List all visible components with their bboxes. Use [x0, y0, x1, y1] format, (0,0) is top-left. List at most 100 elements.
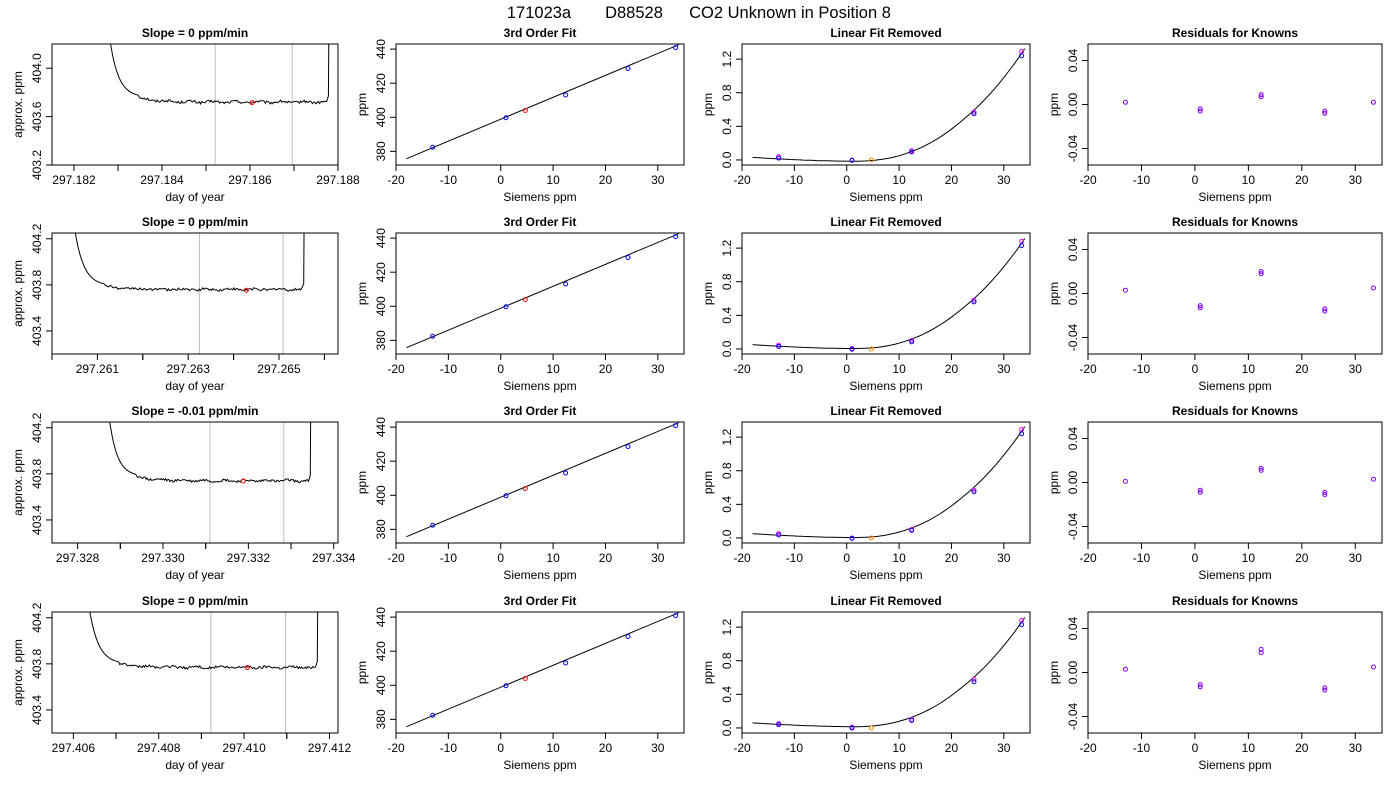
residual-point: [1322, 492, 1328, 498]
plot-frame: [51, 43, 339, 166]
x-tick-label: 0: [1192, 741, 1199, 755]
x-tick-label: 20: [1295, 551, 1309, 565]
x-tick-label: 20: [1295, 741, 1309, 755]
x-tick-label: 297.334: [312, 551, 356, 565]
x-axis-label: Siemens ppm: [849, 758, 922, 772]
known-standard-point: [776, 155, 782, 161]
residual-point: [1258, 269, 1264, 274]
y-tick-label: 420: [374, 73, 388, 93]
y-tick-label: 0.04: [1066, 616, 1080, 640]
x-tick-label: 297.406: [52, 741, 96, 755]
panel-title: 3rd Order Fit: [504, 215, 577, 229]
panel-title: Slope = 0 ppm/min: [142, 594, 248, 608]
y-tick-label: 1.2: [720, 618, 734, 635]
x-tick-label: 20: [1295, 362, 1309, 376]
panel-title: Slope = -0.01 ppm/min: [131, 404, 258, 418]
main-title-tank: D88528: [605, 4, 663, 22]
y-tick-label: 403.2: [30, 150, 44, 180]
panel-title: Linear Fit Removed: [830, 594, 941, 608]
panel-removed-row-1: Linear Fit Removed -20 -10 0 10 20 30 0.0 0.4 0.8…: [701, 26, 1031, 204]
known-standard-point: [673, 423, 679, 429]
x-axis-label: day of year: [165, 568, 224, 582]
x-tick-label: 10: [546, 551, 560, 565]
y-tick-label: 440: [374, 228, 388, 248]
x-axis-label: Siemens ppm: [849, 190, 922, 204]
x-tick-label: 20: [599, 551, 613, 565]
y-tick-label: 0.8: [720, 462, 734, 479]
y-tick-label: 0.4: [720, 118, 734, 135]
x-tick-label: -20: [387, 362, 405, 376]
x-tick-label: -20: [733, 173, 751, 187]
y-tick-label: 0.4: [720, 496, 734, 513]
y-tick-label: 0.4: [720, 307, 734, 324]
residual-point: [1258, 467, 1264, 473]
plot-frame: [51, 611, 339, 734]
y-tick-label: 440: [374, 607, 388, 627]
x-tick-label: 10: [892, 551, 906, 565]
y-tick-label: 403.8: [30, 270, 44, 300]
known-standard-point: [776, 343, 782, 349]
x-tick-label: -10: [1133, 362, 1151, 376]
y-tick-label: 1.2: [720, 239, 734, 256]
fit-curve: [406, 44, 679, 160]
known-standard-point-alt: [776, 154, 782, 160]
plot-area: [1122, 269, 1376, 314]
y-tick-label: 380: [374, 141, 388, 161]
y-axis-label: ppm: [355, 282, 369, 305]
x-tick-label: 30: [997, 362, 1011, 376]
known-standard-point: [430, 144, 436, 150]
x-tick-label: 297.186: [228, 173, 272, 187]
y-tick-label: -0.04: [1066, 703, 1080, 731]
residual-point: [1197, 682, 1203, 688]
residual-point: [1122, 666, 1128, 672]
y-tick-label: 380: [374, 330, 388, 350]
x-tick-label: 297.184: [140, 173, 184, 187]
residual-point: [1258, 94, 1264, 100]
plot-area: [89, 612, 319, 733]
plot-area: [74, 233, 305, 354]
known-standard-point: [625, 255, 631, 261]
x-tick-label: 297.328: [56, 551, 100, 565]
residual-point: [1197, 684, 1203, 690]
x-tick-label: 20: [945, 362, 959, 376]
y-tick-label: 404.2: [30, 602, 44, 632]
y-axis-label: ppm: [1047, 471, 1061, 494]
panel-fit-row-4: 3rd Order Fit -20 -10 0 10 20 30 380 400 420 440 Si…: [355, 594, 685, 772]
y-tick-label: 404.2: [30, 223, 44, 253]
y-axis-label: approx. ppm: [11, 71, 25, 138]
x-axis-label: Siemens ppm: [1198, 379, 1271, 393]
residual-point: [1322, 685, 1328, 691]
known-standard-point: [625, 444, 631, 450]
x-tick-label: -10: [1133, 741, 1151, 755]
x-tick-label: -20: [1079, 741, 1097, 755]
y-tick-label: 380: [374, 519, 388, 539]
residual-point: [1197, 108, 1203, 114]
x-tick-label: 0: [843, 173, 850, 187]
known-standard-point: [849, 157, 855, 163]
concentration-trace: [109, 422, 312, 484]
y-axis-label: ppm: [355, 661, 369, 684]
y-tick-label: 400: [374, 675, 388, 695]
x-tick-label: 297.332: [227, 551, 271, 565]
plot-area: [406, 422, 679, 538]
plot-area: [752, 617, 1026, 731]
y-axis-label: ppm: [701, 282, 715, 305]
panel-removed-row-3: Linear Fit Removed -20 -10 0 10 20 30 0.0 0.4 0.8…: [701, 404, 1031, 582]
residual-point: [1258, 92, 1264, 98]
main-title-id: 171023a: [507, 4, 572, 22]
x-tick-label: 10: [1242, 362, 1256, 376]
x-tick-label: -20: [387, 173, 405, 187]
x-tick-label: 20: [599, 362, 613, 376]
x-tick-label: 0: [843, 551, 850, 565]
residual-point: [1197, 489, 1203, 495]
x-tick-label: 10: [1242, 551, 1256, 565]
residual-point: [1322, 110, 1328, 116]
residual-point: [1197, 305, 1203, 311]
y-tick-label: 400: [374, 107, 388, 127]
x-tick-label: 30: [1349, 551, 1363, 565]
plot-area: [406, 612, 679, 728]
y-tick-label: 0.00: [1066, 470, 1080, 494]
x-axis-label: Siemens ppm: [503, 758, 576, 772]
y-axis-label: ppm: [701, 93, 715, 116]
concentration-trace: [89, 612, 319, 670]
